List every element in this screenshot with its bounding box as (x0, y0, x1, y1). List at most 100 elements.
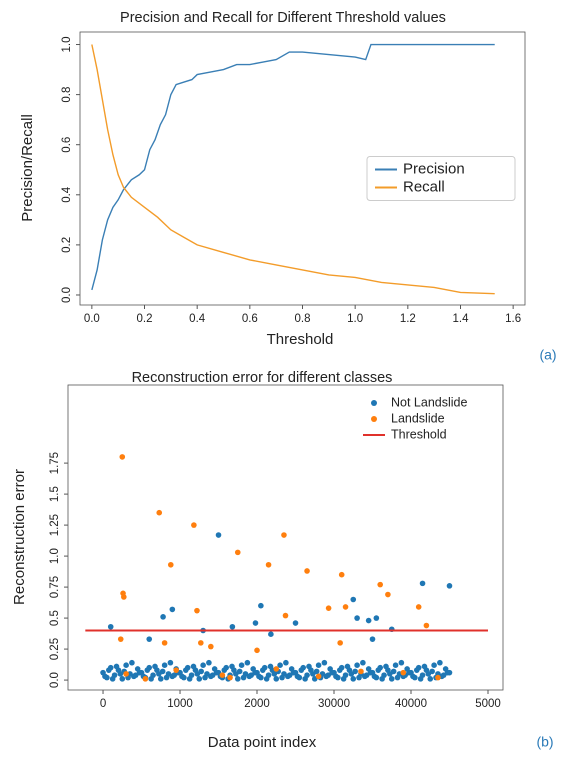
data-point (365, 617, 372, 624)
data-point (215, 532, 222, 538)
y-tick-label: 1.25 (49, 514, 61, 536)
data-point (109, 676, 116, 682)
data-point (421, 663, 428, 670)
data-point (119, 676, 126, 682)
y-tick-label: 0.8 (61, 87, 73, 103)
y-tick-label: 0.75 (49, 576, 61, 598)
x-tick-label: 0.8 (295, 313, 311, 325)
y-tick-label: 0.0 (49, 672, 61, 688)
x-tick-label: 1.6 (505, 313, 521, 325)
data-line (91, 44, 495, 295)
data-point (281, 532, 287, 538)
data-point (410, 673, 416, 680)
data-point (240, 674, 247, 681)
legend-label: Landslide (391, 411, 445, 425)
data-point (179, 673, 185, 680)
data-point (107, 623, 114, 630)
data-point (194, 607, 200, 614)
y-tick-label: 1.75 (49, 452, 61, 474)
data-point (329, 669, 335, 676)
plot-frame (67, 384, 504, 691)
data-point (350, 596, 357, 603)
data-point (236, 668, 243, 675)
data-point (400, 669, 407, 676)
legend-label: Precision (403, 160, 465, 177)
y-tick-label: 0.6 (61, 137, 73, 153)
data-point (313, 668, 320, 675)
data-point (163, 674, 170, 681)
data-point (267, 663, 274, 670)
legend-swatch (371, 400, 377, 406)
data-point (198, 640, 204, 646)
x-tick-label: 0.0 (84, 313, 100, 325)
data-point (354, 615, 360, 621)
data-point (234, 676, 241, 682)
data-point (315, 673, 322, 680)
data-point (429, 668, 435, 675)
data-point (415, 604, 422, 610)
panel-label: (a) (539, 347, 556, 363)
data-point (413, 667, 420, 673)
data-point (229, 663, 235, 670)
data-point (304, 568, 310, 574)
data-point (191, 522, 197, 528)
data-point (265, 561, 272, 568)
data-point (244, 659, 251, 666)
data-point (367, 669, 374, 676)
data-point (186, 676, 193, 682)
y-tick-label: 0.25 (49, 638, 61, 660)
data-point (417, 676, 424, 682)
data-point (173, 667, 179, 673)
data-point (338, 571, 345, 578)
data-point (206, 659, 212, 666)
data-point (152, 663, 158, 670)
legend-swatch (371, 416, 377, 422)
x-tick-label: 0.6 (242, 313, 258, 325)
data-point (373, 615, 380, 621)
data-point (444, 669, 451, 676)
y-axis-label: Precision/Recall (19, 114, 36, 222)
data-point (208, 643, 214, 650)
data-point (419, 580, 426, 587)
legend-label: Not Landslide (391, 395, 467, 409)
legend-box (366, 156, 516, 201)
legend-label: Threshold (391, 427, 447, 441)
data-point (263, 676, 270, 682)
data-point (394, 674, 401, 681)
data-point (406, 669, 412, 676)
data-point (157, 676, 164, 682)
x-tick-label: 1.4 (452, 313, 469, 325)
data-point (252, 669, 258, 676)
data-point (435, 674, 441, 681)
x-tick-label: 0.4 (189, 313, 206, 325)
x-axis-label: Data point index (208, 734, 317, 751)
data-point (167, 659, 174, 666)
x-tick-label: 5000 (475, 698, 501, 710)
data-point (315, 662, 322, 669)
data-point (213, 669, 220, 676)
data-point (383, 663, 389, 670)
data-point (254, 647, 260, 654)
data-point (358, 668, 364, 675)
x-tick-label: 0.2 (137, 313, 153, 325)
data-point (298, 667, 305, 673)
data-point (142, 676, 149, 682)
data-point (273, 666, 280, 672)
data-point (423, 622, 430, 629)
data-point (196, 676, 203, 682)
y-tick-label: 0.0 (61, 287, 73, 303)
data-point (268, 631, 274, 638)
x-tick-label: 40000 (395, 698, 427, 710)
data-point (190, 663, 197, 670)
data-point (161, 640, 168, 646)
data-point (160, 614, 166, 620)
data-point (375, 667, 382, 673)
data-point (200, 662, 206, 669)
data-point (352, 668, 358, 675)
data-point (273, 676, 280, 682)
data-point (148, 676, 154, 682)
data-point (221, 667, 228, 673)
y-tick-label: 1.5 (49, 486, 61, 502)
